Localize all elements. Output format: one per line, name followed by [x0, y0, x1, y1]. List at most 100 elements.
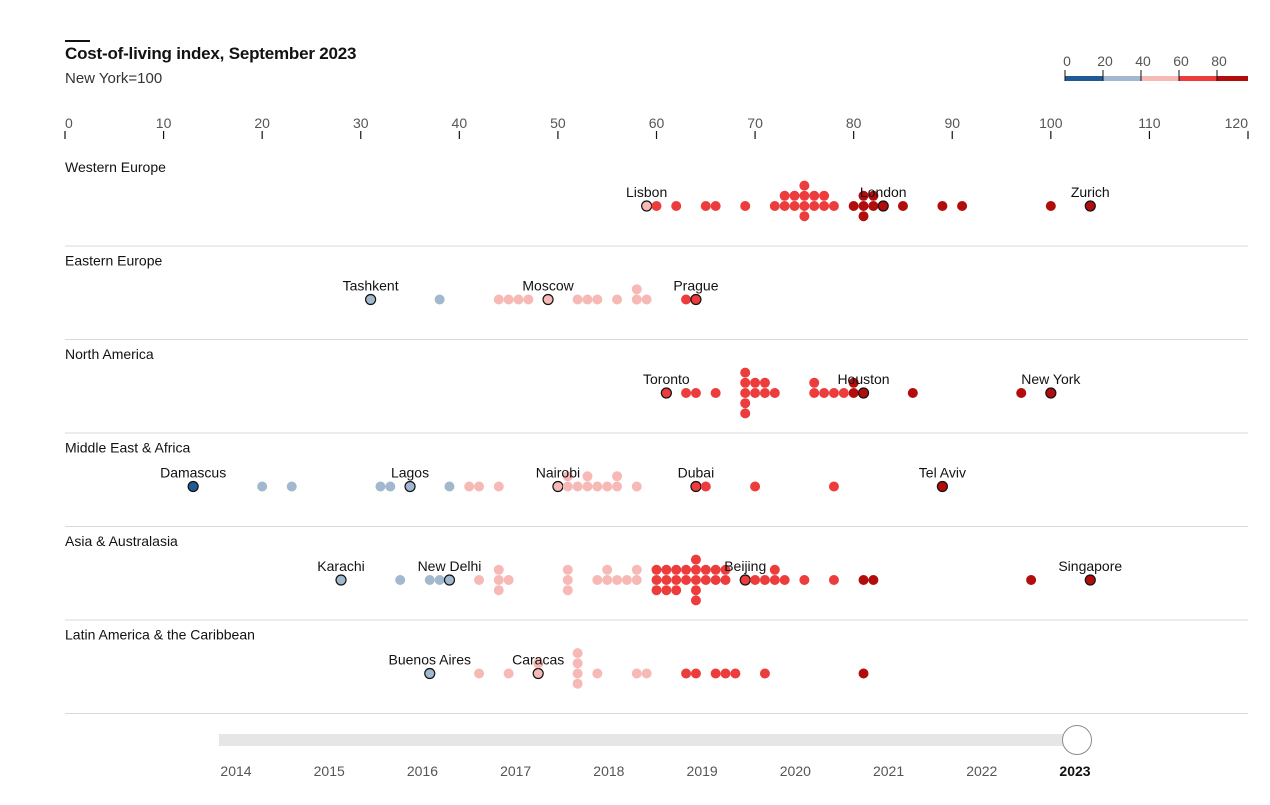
city-dot[interactable] [868, 190, 879, 201]
city-dot[interactable] [828, 481, 839, 492]
city-dot[interactable] [700, 564, 711, 575]
city-dot[interactable] [681, 564, 692, 575]
city-dot[interactable] [681, 294, 692, 305]
city-dot[interactable] [434, 575, 445, 585]
city-dot[interactable] [809, 377, 820, 388]
city-dot[interactable] [651, 201, 662, 211]
city-dot[interactable] [464, 481, 475, 492]
city-dot[interactable] [779, 575, 790, 585]
city-dot[interactable] [740, 377, 751, 388]
city-dot[interactable] [493, 585, 504, 596]
city-dot[interactable] [1016, 388, 1027, 398]
city-dot[interactable] [671, 201, 682, 211]
city-dot[interactable] [631, 575, 642, 585]
city-dot[interactable] [809, 201, 820, 211]
city-dot[interactable] [523, 294, 534, 305]
city-dot[interactable] [740, 201, 751, 211]
city-dot[interactable] [474, 481, 485, 492]
city-dot[interactable] [612, 471, 623, 482]
city-dot[interactable] [740, 388, 751, 398]
city-dot[interactable] [720, 564, 731, 575]
labeled-city-dot[interactable] [424, 667, 436, 680]
city-dot[interactable] [631, 284, 642, 295]
city-dot[interactable] [582, 471, 593, 482]
city-dot[interactable] [690, 564, 701, 575]
city-dot[interactable] [612, 481, 623, 492]
city-dot[interactable] [582, 294, 593, 305]
year-slider-track[interactable] [219, 734, 1079, 746]
city-dot[interactable] [868, 201, 879, 211]
city-dot[interactable] [828, 575, 839, 585]
labeled-city-dot[interactable] [877, 200, 889, 212]
city-dot[interactable] [690, 388, 701, 398]
city-dot[interactable] [858, 668, 869, 679]
city-dot[interactable] [661, 575, 672, 585]
city-dot[interactable] [612, 294, 623, 305]
city-dot[interactable] [681, 668, 692, 679]
labeled-city-dot[interactable] [1084, 200, 1096, 212]
city-dot[interactable] [474, 668, 485, 679]
city-dot[interactable] [838, 388, 849, 398]
city-dot[interactable] [789, 190, 800, 201]
city-dot[interactable] [641, 668, 652, 679]
city-dot[interactable] [759, 575, 770, 585]
city-dot[interactable] [533, 658, 544, 669]
city-dot[interactable] [602, 564, 613, 575]
city-dot[interactable] [641, 294, 652, 305]
city-dot[interactable] [779, 190, 790, 201]
city-dot[interactable] [730, 668, 741, 679]
city-dot[interactable] [750, 388, 761, 398]
city-dot[interactable] [848, 388, 859, 398]
city-dot[interactable] [937, 201, 948, 211]
city-dot[interactable] [1045, 201, 1056, 211]
city-dot[interactable] [572, 678, 583, 689]
city-dot[interactable] [513, 294, 524, 305]
city-dot[interactable] [868, 575, 879, 585]
city-dot[interactable] [957, 201, 968, 211]
city-dot[interactable] [385, 481, 396, 492]
city-dot[interactable] [651, 585, 662, 596]
labeled-city-dot[interactable] [936, 480, 948, 493]
city-dot[interactable] [769, 388, 780, 398]
labeled-city-dot[interactable] [532, 667, 544, 680]
city-dot[interactable] [750, 377, 761, 388]
city-dot[interactable] [651, 564, 662, 575]
city-dot[interactable] [572, 294, 583, 305]
year-label-2017[interactable]: 2017 [500, 763, 532, 779]
city-dot[interactable] [621, 575, 632, 585]
city-dot[interactable] [681, 575, 692, 585]
city-dot[interactable] [848, 201, 859, 211]
city-dot[interactable] [750, 575, 761, 585]
city-dot[interactable] [493, 294, 504, 305]
labeled-city-dot[interactable] [187, 480, 199, 493]
city-dot[interactable] [592, 481, 603, 492]
city-dot[interactable] [710, 575, 721, 585]
city-dot[interactable] [671, 585, 682, 596]
city-dot[interactable] [572, 668, 583, 679]
city-dot[interactable] [907, 388, 918, 398]
city-dot[interactable] [848, 377, 859, 388]
city-dot[interactable] [799, 180, 810, 191]
city-dot[interactable] [710, 564, 721, 575]
city-dot[interactable] [582, 481, 593, 492]
city-dot[interactable] [493, 481, 504, 492]
city-dot[interactable] [799, 211, 810, 222]
city-dot[interactable] [769, 201, 780, 211]
year-label-2023[interactable]: 2023 [1059, 763, 1091, 779]
city-dot[interactable] [375, 481, 386, 492]
city-dot[interactable] [602, 575, 613, 585]
labeled-city-dot[interactable] [641, 200, 653, 212]
city-dot[interactable] [444, 481, 455, 492]
city-dot[interactable] [710, 668, 721, 679]
city-dot[interactable] [474, 575, 485, 585]
city-dot[interactable] [819, 388, 830, 398]
city-dot[interactable] [257, 481, 268, 492]
year-label-2021[interactable]: 2021 [872, 763, 905, 779]
city-dot[interactable] [828, 388, 839, 398]
labeled-city-dot[interactable] [404, 480, 416, 493]
city-dot[interactable] [572, 658, 583, 669]
city-dot[interactable] [631, 564, 642, 575]
city-dot[interactable] [740, 408, 751, 419]
year-label-2014[interactable]: 2014 [220, 763, 252, 779]
city-dot[interactable] [897, 201, 908, 211]
